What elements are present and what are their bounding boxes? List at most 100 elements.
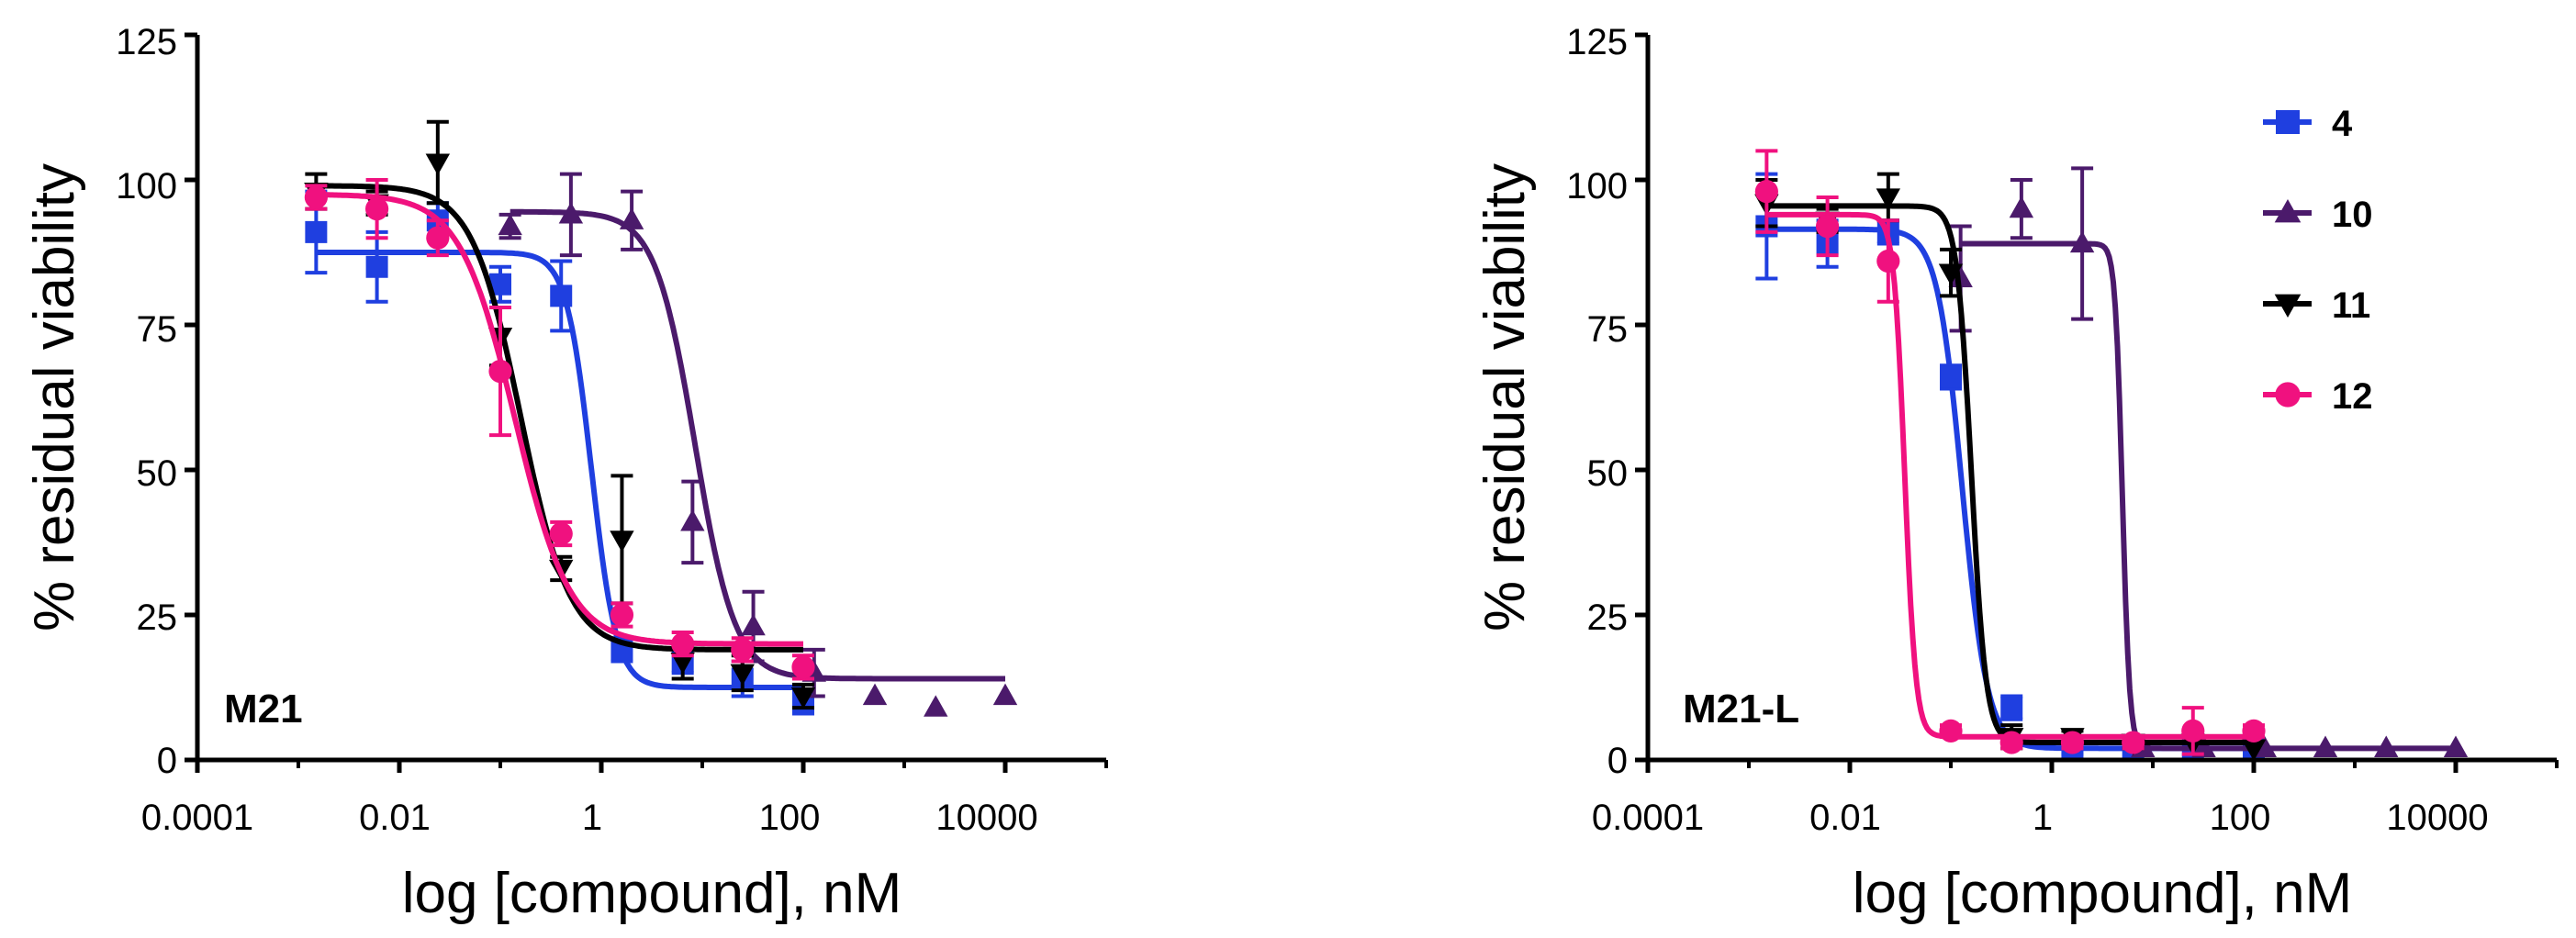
chart-panel-m21: 0 25 50 75 100 125 0.0001 0.01 1 100 100…	[23, 22, 1108, 925]
data-point	[1940, 365, 1962, 388]
x-tick-label: 0.01	[359, 798, 431, 838]
data-point	[992, 683, 1018, 706]
x-tick-label: 0.01	[1809, 798, 1881, 838]
data-point	[425, 153, 451, 175]
y-axis-title: % residual viability	[1473, 163, 1537, 631]
data-point	[2009, 195, 2034, 218]
y-ticks	[185, 32, 197, 763]
data-point	[498, 213, 522, 236]
fit-curve	[1766, 211, 2254, 740]
data-point	[2060, 731, 2085, 754]
x-tick-label: 0.0001	[1592, 798, 1704, 838]
data-point	[2122, 731, 2145, 754]
data-point	[2000, 697, 2023, 720]
data-point	[790, 687, 816, 709]
data-point	[619, 207, 644, 229]
panel-label: M21-L	[1683, 687, 1799, 731]
chart-panel-m21-l: 0 25 50 75 100 125 0.0001 0.01 1 100 100…	[1473, 22, 2559, 925]
data-point	[558, 202, 584, 224]
data-point	[1876, 249, 1900, 274]
x-tick-label: 100	[759, 798, 821, 838]
y-ticks	[1635, 32, 1648, 763]
y-tick-label: 50	[1587, 453, 1629, 494]
y-tick-label: 0	[157, 741, 177, 781]
series-12	[1754, 149, 2266, 756]
data-point	[1938, 263, 1964, 285]
data-point	[1999, 731, 2023, 754]
data-point	[1815, 214, 1840, 239]
data-point	[2069, 230, 2095, 253]
data-point	[2443, 735, 2469, 757]
data-point	[2241, 739, 2267, 762]
y-tick-label: 100	[1566, 166, 1628, 207]
plot-area	[304, 119, 1018, 717]
series-10	[1948, 166, 2469, 757]
data-point	[2374, 735, 2399, 757]
data-point	[671, 632, 695, 656]
series-4	[1755, 172, 2265, 760]
x-ticks	[195, 760, 1108, 773]
x-tick-label: 0.0001	[141, 798, 253, 838]
data-point	[924, 695, 948, 717]
data-point	[610, 603, 634, 627]
legend-marker	[2274, 199, 2302, 223]
y-tick-label: 25	[137, 597, 178, 638]
data-point	[550, 285, 573, 307]
y-axis-title: % residual viability	[23, 163, 86, 631]
plot-area	[1754, 149, 2469, 762]
series-10	[498, 172, 1018, 717]
data-point	[1939, 719, 1963, 743]
data-point	[2313, 735, 2338, 757]
data-point	[364, 197, 389, 221]
x-tick-label: 1	[582, 798, 602, 838]
data-point	[304, 185, 328, 209]
legend-marker	[2275, 382, 2301, 408]
data-point	[2181, 719, 2205, 743]
x-tick-label: 10000	[2386, 798, 2488, 838]
y-tick-label: 125	[1566, 22, 1628, 62]
data-point	[305, 220, 328, 243]
data-point	[670, 652, 695, 675]
fit-curve	[510, 208, 1005, 682]
x-tick-label: 10000	[935, 798, 1037, 838]
legend-label: 12	[2332, 376, 2373, 417]
y-tick-label: 75	[137, 309, 178, 350]
data-point	[489, 273, 511, 296]
data-point	[791, 655, 815, 679]
data-point	[1948, 265, 1973, 288]
y-tick-label: 0	[1607, 741, 1628, 781]
x-tick-label: 1	[2033, 798, 2053, 838]
fit-curve	[1766, 203, 2254, 745]
y-tick-label: 75	[1587, 309, 1629, 350]
data-point	[2191, 735, 2216, 757]
fit-curve	[316, 192, 803, 647]
y-tick-label: 25	[1587, 597, 1629, 638]
x-axis-title: log [compound], nM	[1853, 862, 2353, 925]
data-point	[741, 613, 766, 636]
x-ticks	[1645, 760, 2559, 773]
data-point	[365, 255, 388, 278]
data-point	[1754, 180, 1778, 204]
series-11	[1754, 172, 2267, 762]
x-axis-title: log [compound], nM	[402, 862, 902, 925]
legend-marker	[2276, 110, 2300, 134]
data-point	[549, 521, 573, 546]
data-point	[426, 226, 450, 250]
data-point	[680, 509, 705, 531]
fit-curve	[1766, 226, 2254, 752]
y-tick-label: 100	[116, 166, 177, 207]
y-tick-label: 50	[137, 453, 178, 494]
legend-label: 4	[2332, 104, 2353, 144]
data-point	[2242, 719, 2266, 743]
data-point	[731, 638, 755, 662]
fit-curve	[1960, 240, 2456, 752]
data-point	[488, 359, 512, 384]
legend-label: 10	[2332, 195, 2373, 235]
data-point	[1876, 188, 1901, 210]
panel-label: M21	[224, 687, 303, 731]
x-tick-label: 100	[2210, 798, 2271, 838]
legend-marker	[2274, 294, 2302, 318]
legend-label: 11	[2332, 285, 2370, 326]
series-12	[304, 178, 815, 681]
